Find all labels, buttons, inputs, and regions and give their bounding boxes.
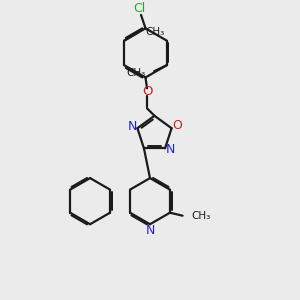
Text: O: O [172,119,182,132]
Text: CH₃: CH₃ [191,211,210,221]
Text: O: O [142,85,152,98]
Text: N: N [166,143,175,156]
Text: N: N [146,224,155,237]
Text: CH₃: CH₃ [127,68,146,78]
Text: Cl: Cl [134,2,146,15]
Text: CH₃: CH₃ [145,27,164,37]
Text: N: N [127,120,137,133]
